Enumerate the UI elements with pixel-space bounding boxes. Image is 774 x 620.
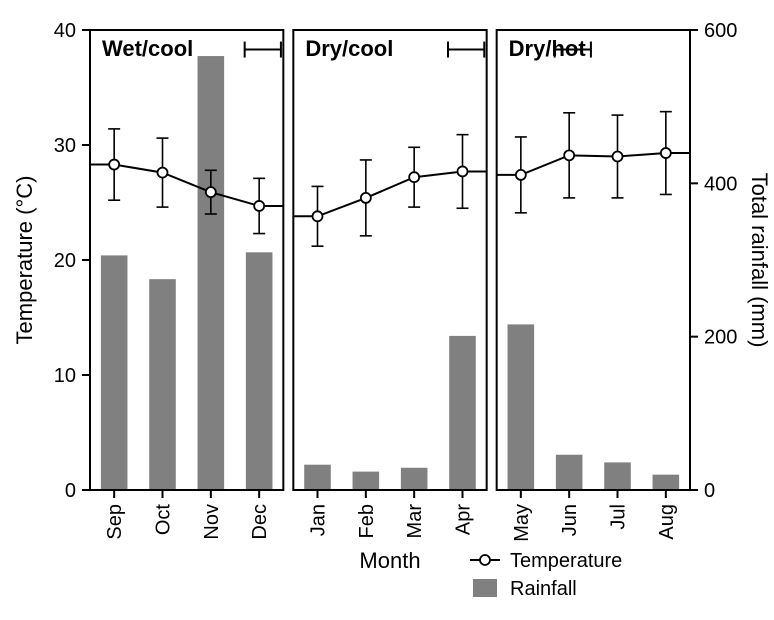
rainfall-bar (653, 475, 680, 490)
ytick-left: 10 (54, 365, 76, 387)
temperature-marker (206, 187, 216, 197)
y-axis-right-title: Total rainfall (mm) (747, 173, 772, 348)
legend-label: Rainfall (510, 578, 577, 600)
legend-marker-icon (480, 555, 490, 565)
rainfall-bar (556, 455, 583, 490)
temperature-marker (661, 148, 671, 158)
rainfall-bars (101, 56, 679, 490)
temperature-marker (516, 170, 526, 180)
ytick-left: 30 (54, 135, 76, 157)
legend-label: Temperature (510, 550, 622, 572)
panel-frames: Wet/cool Dry/cool Dry/hot (90, 30, 690, 490)
xtick-label: Aug (656, 504, 678, 540)
ytick-right: 400 (704, 173, 737, 195)
temperature-marker (313, 211, 323, 221)
ytick-left: 0 (65, 480, 76, 502)
temperature-marker (158, 168, 168, 178)
temperature-marker (254, 201, 264, 211)
y-axis-left-title: Temperature (°C) (12, 176, 37, 345)
temperature-marker (458, 166, 468, 176)
temperature-marker (109, 160, 119, 170)
temperature-marker (409, 172, 419, 182)
xtick-label: Feb (356, 504, 378, 538)
rainfall-bar (198, 56, 225, 490)
ytick-right: 0 (704, 480, 715, 502)
ytick-right: 200 (704, 327, 737, 349)
xtick-label: May (511, 504, 533, 542)
rainfall-bar (353, 472, 380, 490)
ytick-left: 20 (54, 250, 76, 272)
xtick-label: Mar (404, 504, 426, 539)
xtick-label: Jun (559, 504, 581, 536)
legend-swatch-icon (473, 579, 497, 597)
xtick-label: Apr (453, 504, 475, 535)
ytick-right: 600 (704, 20, 737, 42)
temperature-marker (564, 150, 574, 160)
rainfall-bar (508, 324, 535, 490)
rainfall-bar (246, 252, 273, 490)
xtick-label: Oct (153, 504, 175, 536)
panel-title: Dry/cool (305, 36, 393, 61)
xtick-label: Dec (249, 504, 271, 540)
xtick-label: Jul (608, 504, 630, 530)
xtick-label: Nov (201, 504, 223, 540)
x-axis-title: Month (359, 548, 420, 573)
xtick-label: Jan (308, 504, 330, 536)
temperature-marker (613, 152, 623, 162)
rainfall-bar (149, 279, 176, 490)
rainfall-bar (449, 336, 476, 490)
rainfall-bar (304, 465, 331, 490)
xtick-label: Sep (104, 504, 126, 540)
temperature-line (293, 171, 486, 216)
temperature-marker (361, 193, 371, 203)
y-axis-right: 0 200 400 600 Total rainfall (mm) (690, 20, 772, 502)
panel-title: Dry/hot (509, 36, 587, 61)
ytick-left: 40 (54, 20, 76, 42)
legend: Temperature Rainfall (470, 550, 622, 600)
panel-title: Wet/cool (102, 36, 193, 61)
rainfall-bar (401, 468, 428, 490)
rainfall-bar (101, 255, 128, 490)
y-axis-left: 0 10 20 30 40 Temperature (°C) (12, 20, 90, 502)
temperature-series (90, 112, 690, 247)
rainfall-bar (604, 462, 631, 490)
